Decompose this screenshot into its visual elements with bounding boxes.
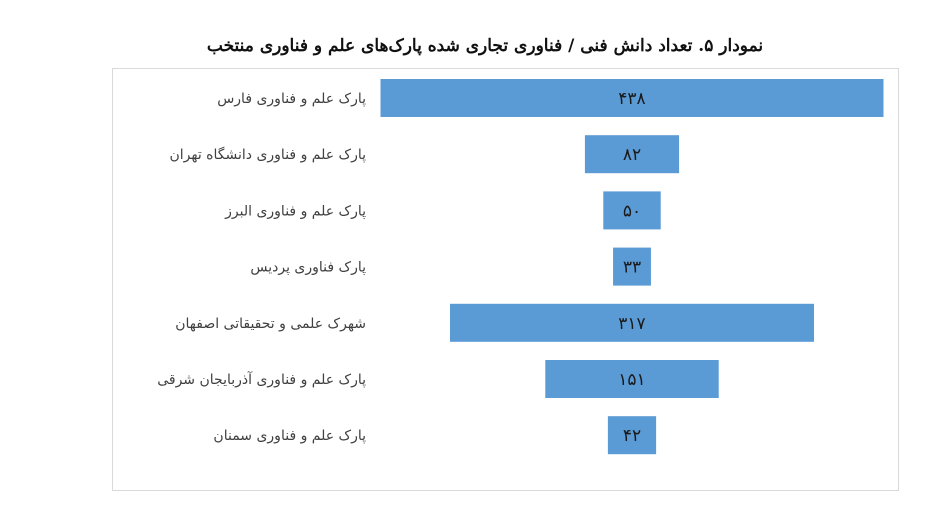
- category-label-4: شهرک علمی و تحقیقاتی اصفهان: [175, 316, 366, 332]
- chart-title: نمودار ۵. تعداد دانش فنی / فناوری تجاری …: [206, 36, 764, 56]
- chart-frame: [112, 68, 899, 491]
- bar-2: [603, 191, 661, 230]
- value-label-1: ۸۲: [623, 145, 641, 165]
- value-label-0: ۴۳۸: [618, 89, 645, 109]
- value-label-4: ۳۱۷: [618, 314, 645, 334]
- category-label-6: پارک علم و فناوری سمنان: [213, 428, 366, 444]
- bar-0: [380, 79, 884, 117]
- category-label-5: پارک علم و فناوری آذربایجان شرقی: [157, 371, 366, 388]
- bar-1: [584, 135, 680, 174]
- category-label-1: پارک علم و فناوری دانشگاه تهران: [169, 146, 366, 163]
- value-label-2: ۵۰: [623, 201, 641, 221]
- category-label-0: پارک علم و فناوری فارس: [217, 91, 366, 107]
- category-label-2: پارک علم و فناوری البرز: [224, 203, 366, 219]
- category-label-3: پارک فناوری پردیس: [250, 260, 366, 276]
- bar-4: [449, 303, 815, 342]
- bar-6: [607, 416, 657, 455]
- value-label-6: ۴۲: [623, 426, 641, 446]
- bar-3: [613, 247, 651, 286]
- bar-5: [545, 360, 719, 398]
- value-label-5: ۱۵۱: [618, 370, 645, 390]
- value-label-3: ۳۳: [623, 258, 641, 278]
